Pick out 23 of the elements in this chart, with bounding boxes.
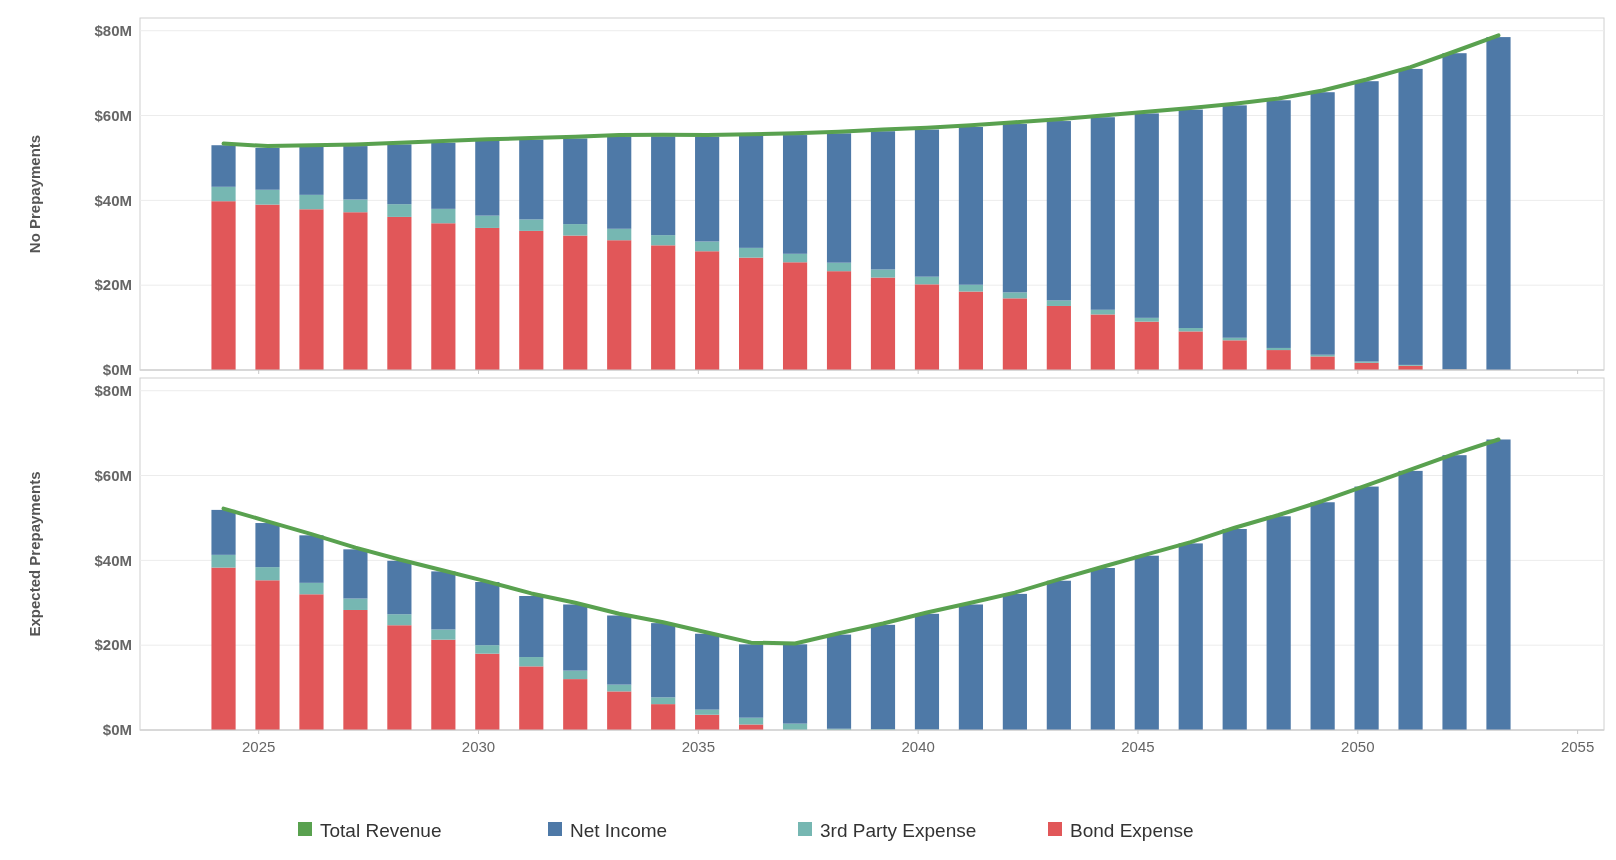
x-tick-label: 2035 (681, 738, 716, 755)
y-tick-label: $40M (94, 551, 132, 569)
y-tick-label: $20M (94, 636, 132, 654)
x-tick-label: 2050 (1341, 738, 1375, 755)
y-tick-label: $40M (94, 191, 132, 209)
legend-label: Total Revenue (320, 819, 442, 841)
x-tick-label: 2055 (1560, 738, 1595, 755)
x-tick-label: 2030 (461, 738, 496, 755)
y-tick-label: $0M (102, 361, 132, 379)
legend-label: 3rd Party Expense (820, 819, 977, 841)
x-tick-label: 2040 (901, 738, 935, 755)
y-tick-label: $80M (94, 21, 132, 39)
x-tick-label: 2025 (242, 738, 276, 755)
y-tick-label: $20M (94, 276, 132, 294)
legend-label: Bond Expense (1070, 819, 1194, 841)
y-tick-label: $60M (94, 466, 132, 484)
y-tick-label: $80M (94, 381, 132, 399)
legend-label: Net Income (570, 819, 668, 841)
x-tick-label: 2045 (1121, 738, 1155, 755)
y-tick-label: $60M (94, 106, 132, 124)
y-tick-label: $0M (102, 721, 132, 739)
y-axis-title: Expected Prepayments (26, 471, 43, 637)
y-axis-title: No Prepayments (26, 134, 43, 254)
